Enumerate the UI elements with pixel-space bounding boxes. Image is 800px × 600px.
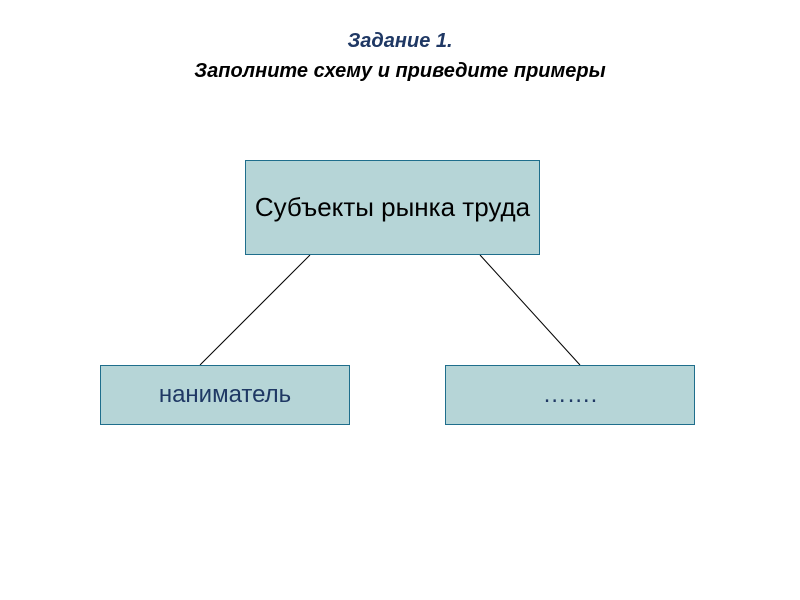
left-child-label: наниматель [159,381,291,410]
right-child-node: ……. [445,365,695,425]
connector-lines [0,0,800,600]
root-node-label: Субъекты рынка труда [255,192,530,223]
task-instruction-title: Заполните схему и приведите примеры [0,60,800,83]
root-node: Субъекты рынка труда [245,160,540,255]
diagram-canvas: Задание 1. Заполните схему и приведите п… [0,0,800,600]
task-number-title: Задание 1. [0,30,800,53]
right-child-label: ……. [543,381,598,410]
left-child-node: наниматель [100,365,350,425]
